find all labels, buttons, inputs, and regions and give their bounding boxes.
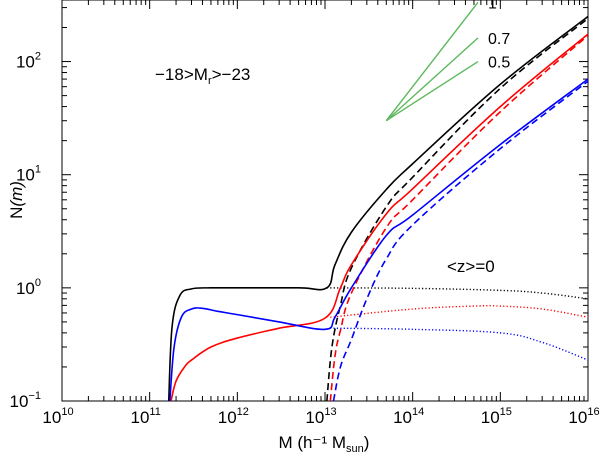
slope-line-0-5 [385,60,479,122]
series-red-dashed [329,34,588,401]
slope-label: 0.7 [488,31,510,48]
slope-label: 1 [488,0,497,12]
y-axis-label-paren: (m) [7,181,26,206]
x-tick-label: 1015 [481,406,512,427]
magnitude-range-label: −18>Mr>−23 [155,65,250,87]
series-black-dashed [326,17,588,401]
x-tick-label: 1016 [568,406,599,427]
x-tick-label: 1010 [42,406,73,427]
x-axis-label-sub: sun [346,443,364,455]
y-axis-label: N(m) [7,181,26,219]
axis-ticks: 1010 1011 1012 1013 1014 1015 101610−110010110… [10,0,600,427]
y-tick-label: 101 [16,164,41,185]
series-blue-solid [169,78,588,401]
series-red-dotted [330,304,588,318]
x-axis-label-close: ) [364,433,370,452]
series-black-solid [167,15,588,401]
x-axis-label: M (h⁻¹ Msun) [279,433,370,455]
x-tick-label: 1011 [130,406,160,427]
y-tick-label: 102 [16,51,41,72]
x-tick-label: 1012 [218,406,249,427]
x-tick-label: 1014 [393,406,424,427]
series-red-solid [170,33,588,401]
y-tick-label: 10−1 [10,390,41,411]
magnitude-range-post: >−23 [212,65,251,84]
y-tick-label: 100 [16,277,41,298]
slope-line-1 [385,1,479,122]
magnitude-range-pre: −18>M [155,65,208,84]
data-series [167,15,588,401]
slope-line-0-7 [385,37,479,122]
magnitude-range-sub: r [208,75,212,87]
redshift-label: <z>=0 [447,257,495,276]
series-blue-dashed [332,80,588,401]
x-tick-label: 1013 [305,406,336,427]
slope-guide: 1 0.7 0.5 [385,0,510,122]
x-axis-label-main: M (h⁻¹ M [279,433,347,452]
slope-label: 0.5 [488,55,510,72]
y-axis-label-main: N [7,207,26,219]
plot-area [61,0,589,402]
